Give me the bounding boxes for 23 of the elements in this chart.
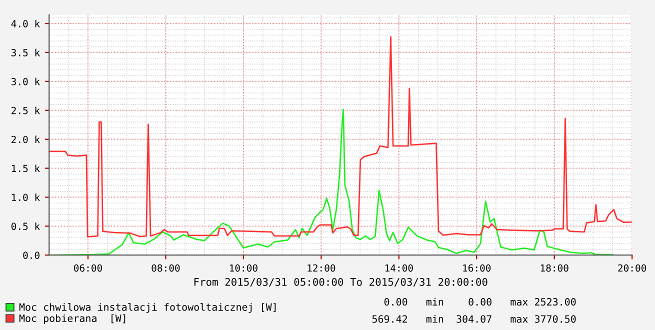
x-tick-label: 16:00 <box>463 264 491 272</box>
x-tick-label: 12:00 <box>308 264 336 272</box>
x-tick-label: 20:00 <box>618 264 646 272</box>
x-tick-label: 14:00 <box>385 264 413 272</box>
y-tick-label: 2.5 k <box>12 106 40 114</box>
y-tick-label: 0.0 <box>23 252 40 259</box>
y-tick-label: 1.0 k <box>12 194 40 202</box>
legend-label: Moc chwilowa instalacji fotowoltaicznej [W] <box>19 303 276 313</box>
y-tick-label: 3.0 k <box>11 78 40 86</box>
legend-label: Moc pobierana [W] <box>19 314 126 324</box>
line-series <box>49 36 632 238</box>
y-tick-label: 0.5 k <box>11 222 40 230</box>
x-tick-label: 10:00 <box>230 264 258 272</box>
x-tick-label: 06:00 <box>74 264 102 272</box>
x-tick-label: 08:00 <box>152 264 180 272</box>
y-tick-label: 2.0 k <box>12 136 40 144</box>
x-tick-label: 18:00 <box>540 264 568 272</box>
y-tick-label: 3.5 k <box>11 48 40 56</box>
text: 569.42 min 304.07 max 3770.50 <box>372 315 576 323</box>
y-tick-label: 4.0 k <box>11 20 40 28</box>
x-axis-title: From 2015/03/31 05:00:00 To 2015/03/31 20:00:00 <box>194 278 488 287</box>
text: 0.00 min 0.00 max 2523.00 <box>384 298 576 306</box>
y-tick-label: 1.5 k <box>12 164 40 172</box>
